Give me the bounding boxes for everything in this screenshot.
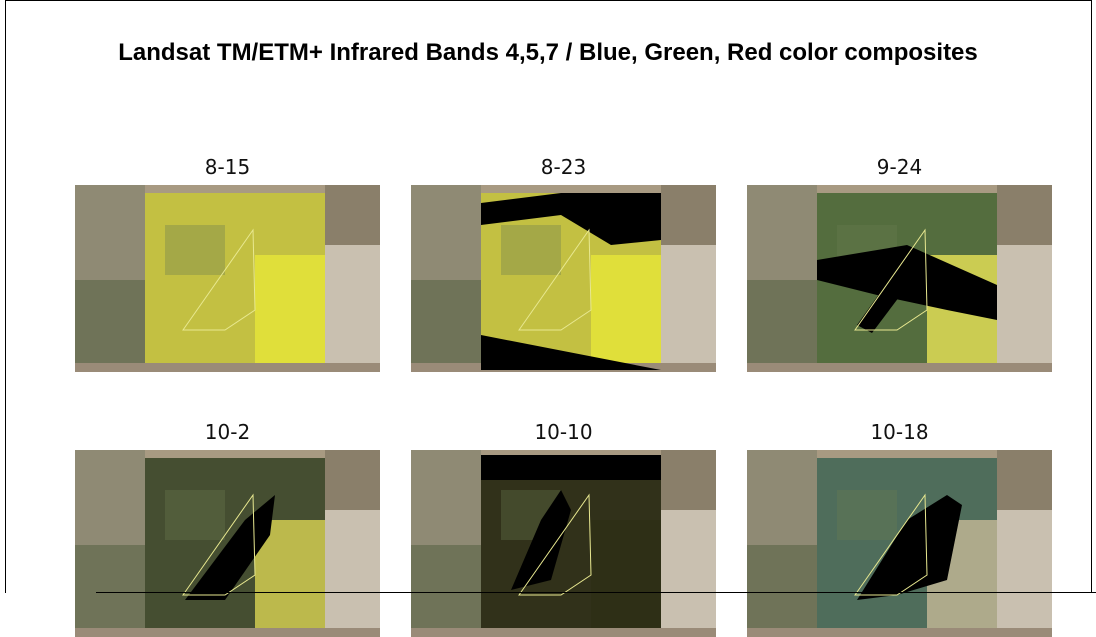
satellite-image	[747, 185, 1052, 372]
frame	[96, 592, 1096, 593]
panel-label: 10-10	[534, 420, 593, 444]
satellite-image	[75, 185, 380, 372]
frame	[5, 0, 1092, 1]
satellite-image	[411, 450, 716, 637]
panel-label: 10-18	[870, 420, 929, 444]
panel-label: 8-15	[204, 155, 251, 179]
panel-label: 8-23	[540, 155, 587, 179]
panel-label: 9-24	[876, 155, 923, 179]
frame	[1091, 0, 1092, 593]
title: Landsat TM/ETM+ Infrared Bands 4,5,7 / B…	[118, 39, 978, 66]
satellite-image	[75, 450, 380, 637]
panel-label: 10-2	[204, 420, 251, 444]
satellite-image	[747, 450, 1052, 637]
satellite-image	[411, 185, 716, 372]
frame	[5, 0, 6, 593]
